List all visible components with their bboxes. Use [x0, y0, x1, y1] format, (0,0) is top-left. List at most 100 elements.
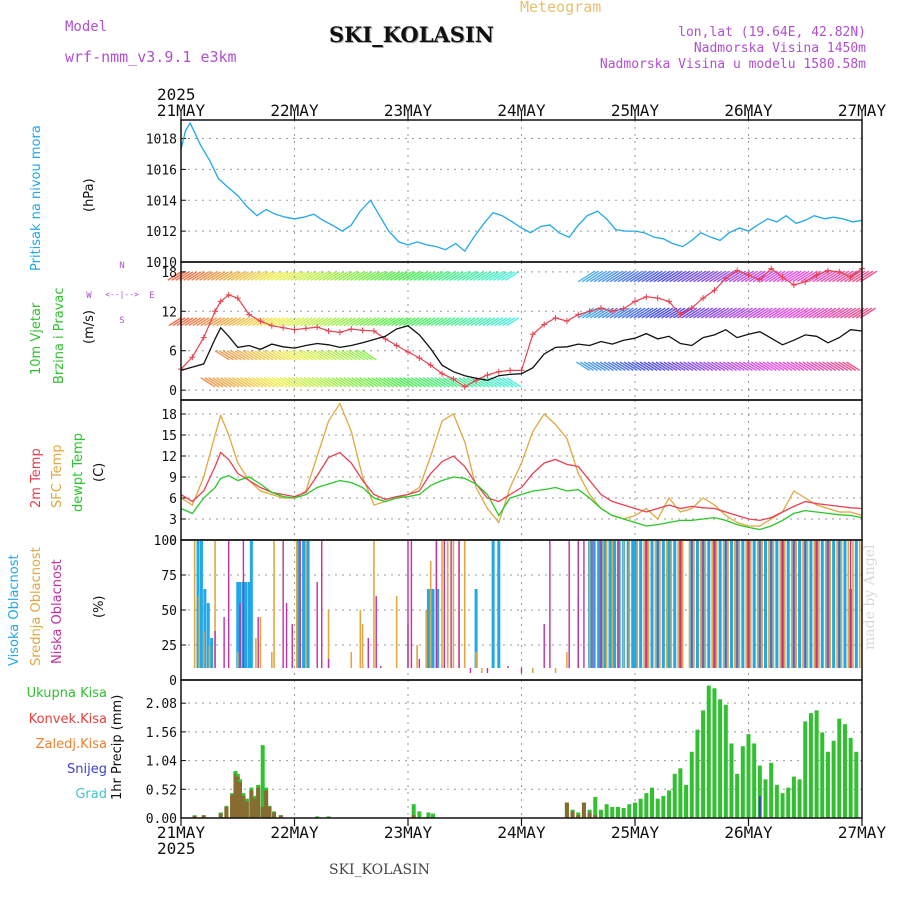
wind-barb [291, 317, 305, 327]
wind-barb [222, 350, 238, 361]
wind-barb [406, 377, 422, 388]
precip-total-bar [774, 784, 779, 818]
wind-barb [426, 377, 442, 388]
precip-conv-bar [576, 815, 581, 818]
model-label: Model [65, 19, 108, 35]
wind-barb [764, 270, 782, 283]
wind-barb [818, 361, 833, 372]
wind-barb [270, 271, 285, 281]
temp-ytick-label: 6 [169, 492, 177, 507]
wind-barb [494, 377, 510, 388]
wind-barb [359, 317, 373, 327]
precip-total-bar [769, 762, 774, 818]
wind-barb [350, 271, 365, 281]
wind-barb [361, 350, 377, 361]
precip-ytick-label: 1.04 [146, 755, 177, 770]
wind-barb [306, 350, 322, 361]
precip-snow-bar [758, 795, 761, 818]
wind-barb [175, 271, 190, 281]
wind-barb [335, 377, 351, 388]
wind-barb [337, 350, 353, 361]
precip-total-bar [621, 808, 626, 818]
wind-barb [294, 271, 309, 281]
wind-barb [278, 271, 293, 281]
wind-barb [836, 307, 853, 319]
wind-barb [405, 271, 420, 281]
wind-barb [708, 270, 727, 283]
wind-barb [497, 271, 512, 281]
wind-barb [315, 377, 331, 388]
wind-barb [375, 377, 391, 388]
precip-total-bar [644, 793, 649, 818]
wind-barb [331, 317, 345, 327]
precip-total-bar [260, 745, 265, 818]
wind-barb [689, 307, 706, 319]
precip-total-bar [837, 718, 842, 818]
wind-barb [645, 270, 663, 283]
wind-barb [298, 350, 314, 361]
wind-barb [442, 317, 456, 327]
wind-barb [679, 361, 694, 372]
wind-barb [325, 350, 341, 361]
cloud-ytick-label: 100 [154, 534, 177, 549]
precip-snow-label: Snijeg [67, 762, 107, 777]
wind-barb [639, 361, 654, 372]
wind-barb [449, 271, 464, 281]
wind-gust-marker [348, 326, 355, 333]
wind-barb [421, 271, 436, 281]
wind-gust-marker [200, 334, 207, 341]
wind-barb [633, 270, 651, 283]
precip-total-bar [803, 721, 808, 818]
wind-barb [192, 317, 206, 327]
wind-gust-marker [711, 287, 718, 294]
wind-barb [812, 307, 829, 319]
wind-gust-marker [370, 328, 377, 334]
wind-barb [310, 350, 326, 361]
wind-barb [167, 271, 182, 281]
wind-barb [418, 377, 434, 388]
wind-barb [707, 361, 722, 372]
wind-gust-marker [802, 278, 809, 285]
wind-barb [796, 270, 814, 283]
wind-barb [335, 317, 349, 327]
wind-barb [338, 271, 353, 281]
wind-gust-marker [688, 305, 695, 311]
wind-barb [196, 317, 210, 327]
cloud-ytick-label: 25 [161, 639, 177, 654]
wind-barb [613, 270, 631, 283]
wind-gust-marker [597, 305, 604, 311]
wind-barb [613, 307, 630, 319]
wind-barb [681, 270, 699, 283]
wind-barb [637, 307, 654, 319]
wind-barb [732, 270, 751, 283]
wind-barb [653, 307, 670, 319]
wind-barb [502, 317, 516, 327]
wind-gust-marker [461, 383, 468, 390]
wind-barb [422, 377, 438, 388]
wind-gust-marker [609, 308, 616, 315]
wind-barb [846, 361, 861, 372]
wind-barb [247, 317, 261, 327]
wind-barb [357, 350, 373, 361]
wind-gust-marker [484, 372, 491, 379]
wind-barb [840, 307, 857, 319]
wind-barb [790, 361, 805, 372]
precip-total-bar [831, 740, 836, 818]
wind-barb [800, 307, 817, 319]
wind-barb [395, 377, 411, 388]
wind-barb [259, 317, 273, 327]
wind-barb [255, 377, 272, 388]
wind-barb [742, 361, 757, 372]
precip-conv-bar [581, 802, 586, 818]
wind-barb [579, 361, 594, 372]
wind-barb [379, 317, 392, 327]
wind-barb [168, 317, 182, 327]
wind-barb [286, 271, 301, 281]
wind-barb [848, 307, 865, 319]
wind-barb [401, 271, 416, 281]
wind-barb [286, 350, 302, 361]
wind-barb [244, 317, 257, 327]
wind-gust-marker [847, 274, 854, 281]
wind-barb [768, 270, 786, 283]
precip-total-bar [848, 737, 853, 818]
